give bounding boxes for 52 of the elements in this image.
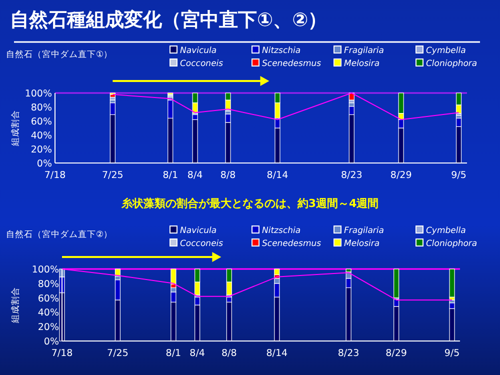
- x-tick-label: 8/8: [220, 170, 236, 181]
- y-tick-label: 60%: [30, 116, 52, 128]
- text: 糸状藻類の割合が最大となるのは、約3週間～4週間: [120, 197, 379, 210]
- x-tick-label: 8/8: [222, 348, 237, 359]
- legend-label: Fragilaria: [344, 226, 384, 236]
- legend-label: Nitzschia: [262, 226, 301, 236]
- y-tick-label: 20%: [38, 322, 59, 334]
- y-axis-title: 組成割合: [10, 110, 21, 147]
- legend-label: Navicula: [180, 226, 217, 236]
- legend-label: Cymbella: [426, 226, 466, 236]
- legend-label: Cocconeis: [180, 59, 224, 69]
- x-tick-label: 8/14: [266, 170, 288, 181]
- x-tick-label: 7/25: [107, 348, 128, 359]
- x-tick-label: 8/4: [190, 348, 205, 359]
- legend-label: Fragilaria: [344, 46, 384, 56]
- x-tick-label: 8/23: [340, 170, 362, 181]
- y-tick-label: 0%: [44, 336, 59, 348]
- y-tick-label: 40%: [30, 130, 52, 142]
- legend-label: Cocconeis: [180, 239, 224, 249]
- x-tick-label: 7/18: [44, 170, 66, 181]
- x-tick-label: 9/5: [451, 170, 466, 181]
- chart-title: 自然石種組成変化（宮中直下①、②）: [10, 9, 328, 31]
- x-tick-label: 8/14: [266, 348, 288, 359]
- legend-label: Cloniophora: [426, 59, 478, 69]
- y-tick-label: 80%: [38, 278, 59, 290]
- x-tick-label: 8/29: [390, 170, 412, 181]
- legend-label: Navicula: [180, 46, 217, 56]
- y-tick-label: 100%: [24, 88, 52, 100]
- x-tick-label: 7/25: [102, 170, 124, 181]
- legend-label: Scenedesmus: [262, 59, 322, 69]
- x-tick-label: 8/29: [386, 348, 407, 359]
- legend-label: Melosira: [344, 239, 380, 249]
- y-tick-label: 20%: [30, 144, 52, 156]
- legend-label: Scenedesmus: [262, 239, 322, 249]
- legend-label: Cymbella: [426, 46, 466, 56]
- y-tick-label: 60%: [38, 293, 59, 304]
- x-tick-label: 8/23: [338, 348, 360, 359]
- legend-label: Melosira: [344, 59, 380, 69]
- y-tick-label: 0%: [36, 158, 52, 170]
- y-tick-label: 40%: [38, 308, 59, 319]
- x-tick-label: 9/5: [444, 348, 460, 359]
- y-tick-label: 80%: [30, 102, 52, 114]
- legend-label: Nitzschia: [262, 46, 301, 56]
- legend-label: Cloniophora: [426, 239, 478, 249]
- chart-subtitle: 自然石（宮中ダム直下①）: [6, 49, 113, 60]
- x-tick-label: 8/1: [162, 170, 178, 181]
- x-tick-label: 8/1: [166, 348, 182, 359]
- y-tick-label: 100%: [32, 264, 59, 276]
- x-tick-label: 8/4: [187, 170, 203, 181]
- y-axis-title: 組成割合: [10, 287, 21, 324]
- x-tick-label: 7/18: [51, 348, 73, 359]
- chart-title: 自然石（宮中ダム直下②）: [6, 229, 113, 240]
